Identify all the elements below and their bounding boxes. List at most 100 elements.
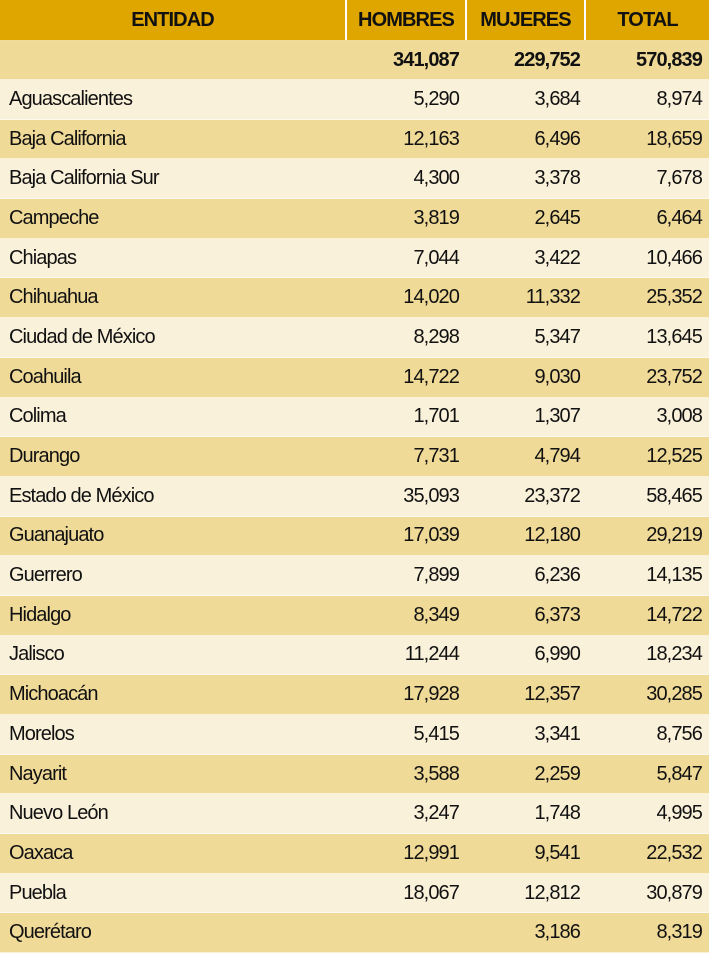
total-cell: 30,285	[646, 683, 703, 706]
total-cell: 5,847	[656, 762, 702, 785]
hombres-cell: 14,722	[403, 365, 460, 388]
header-entidad: ENTIDAD	[0, 0, 347, 40]
mujeres-cell: 3,186	[534, 921, 580, 944]
total-cell: 58,465	[646, 484, 703, 507]
mujeres-cell: 3,341	[534, 722, 580, 745]
mujeres-cell: 1,307	[534, 405, 580, 428]
mujeres-cell: 12,357	[524, 683, 581, 706]
entidad-cell: Ciudad de México	[9, 325, 156, 348]
table-row: Nayarit 3,588 2,259 5,847	[0, 754, 709, 795]
table-row: Nuevo León 3,247 1,748 4,995	[0, 794, 709, 835]
total-cell: 7,678	[656, 167, 702, 190]
hombres-cell: 8,298	[413, 325, 459, 348]
hombres-cell: 12,163	[403, 127, 460, 150]
mujeres-cell: 6,373	[534, 603, 580, 626]
hombres-cell: 35,093	[403, 484, 460, 507]
table-body: Aguascalientes 5,290 3,684 8,974 Baja Califo…	[0, 80, 709, 953]
entidad-cell: Morelos	[9, 722, 75, 745]
hombres-cell: 5,290	[413, 87, 459, 110]
total-cell: 18,234	[646, 643, 703, 666]
table-row: Baja California Sur 4,300 3,378 7,678	[0, 159, 709, 200]
table-row: Ciudad de México 8,298 5,347 13,645	[0, 318, 709, 358]
totals-hombres: 341,087	[393, 48, 460, 71]
mujeres-cell: 5,347	[534, 325, 580, 348]
mujeres-cell: 2,645	[534, 206, 580, 229]
total-cell: 29,219	[646, 524, 703, 547]
table-row: Durango 7,731 4,794 12,525	[0, 437, 709, 477]
entidad-cell: Estado de México	[9, 484, 154, 507]
totals-mujeres: 229,752	[514, 48, 581, 71]
table-row: Baja California 12,163 6,496 18,659	[0, 119, 709, 160]
entidad-cell: Nuevo León	[9, 802, 109, 825]
total-cell: 25,352	[646, 286, 703, 309]
header-total: TOTAL	[617, 8, 678, 31]
entidad-cell: Jalisco	[9, 643, 65, 666]
table-row: Guerrero 7,899 6,236 14,135	[0, 556, 709, 596]
totals-total: 570,839	[636, 48, 703, 71]
entidad-cell: Oaxaca	[9, 841, 73, 864]
mujeres-cell: 3,422	[534, 246, 580, 269]
hombres-cell: 17,039	[403, 524, 460, 547]
hombres-cell: 11,244	[404, 643, 460, 666]
totals-row: 341,087 229,752 570,839	[0, 41, 709, 80]
total-cell: 23,752	[646, 365, 703, 388]
table-row: Oaxaca 12,991 9,541 22,532	[0, 834, 709, 874]
table-row: Morelos 5,415 3,341 8,756	[0, 715, 709, 755]
data-table: ENTIDAD HOMBRES MUJERES TOTAL 341,087 22…	[0, 0, 709, 953]
mujeres-cell: 23,372	[524, 484, 581, 507]
mujeres-cell: 4,794	[534, 445, 580, 468]
entidad-cell: Colima	[9, 405, 67, 428]
entidad-cell: Aguascalientes	[9, 87, 133, 110]
total-cell: 3,008	[656, 405, 702, 428]
hombres-cell	[347, 913, 467, 952]
hombres-cell: 3,247	[413, 802, 459, 825]
hombres-cell: 18,067	[403, 881, 460, 904]
hombres-cell: 12,991	[403, 841, 460, 864]
totals-label	[0, 41, 347, 79]
mujeres-cell: 3,378	[534, 167, 580, 190]
mujeres-cell: 12,812	[524, 881, 581, 904]
total-cell: 6,464	[656, 206, 702, 229]
table-row: Puebla 18,067 12,812 30,879	[0, 873, 709, 914]
total-cell: 14,135	[646, 564, 703, 587]
hombres-cell: 14,020	[403, 286, 460, 309]
entidad-cell: Campeche	[9, 206, 99, 229]
table-row: Campeche 3,819 2,645 6,464	[0, 199, 709, 239]
total-cell: 8,974	[656, 87, 702, 110]
hombres-cell: 1,701	[413, 405, 459, 428]
hombres-cell: 3,588	[413, 762, 459, 785]
table-row: Chiapas 7,044 3,422 10,466	[0, 238, 709, 279]
entidad-cell: Guerrero	[9, 564, 83, 587]
total-cell: 8,756	[656, 722, 702, 745]
mujeres-cell: 1,748	[534, 802, 580, 825]
entidad-cell: Nayarit	[9, 762, 67, 785]
total-cell: 18,659	[646, 127, 703, 150]
entidad-cell: Hidalgo	[9, 603, 71, 626]
table-row: Jalisco 11,244 6,990 18,234	[0, 635, 709, 676]
total-cell: 10,466	[646, 246, 703, 269]
entidad-cell: Chiapas	[9, 246, 77, 269]
total-cell: 13,645	[646, 325, 703, 348]
hombres-cell: 7,899	[413, 564, 459, 587]
table-row: Aguascalientes 5,290 3,684 8,974	[0, 80, 709, 120]
total-cell: 14,722	[646, 603, 703, 626]
entidad-cell: Querétaro	[9, 921, 92, 944]
hombres-cell: 17,928	[403, 683, 460, 706]
header-mujeres: MUJERES	[467, 0, 586, 40]
table-row: Chihuahua 14,020 11,332 25,352	[0, 278, 709, 319]
hombres-cell: 5,415	[413, 722, 459, 745]
hombres-cell: 8,349	[413, 603, 459, 626]
total-cell: 4,995	[656, 802, 702, 825]
mujeres-cell: 9,030	[534, 365, 580, 388]
total-cell: 12,525	[646, 445, 703, 468]
entidad-cell: Durango	[9, 445, 80, 468]
table-row: Hidalgo 8,349 6,373 14,722	[0, 595, 709, 636]
table-row: Querétaro 3,186 8,319	[0, 913, 709, 953]
entidad-cell: Coahuila	[9, 365, 82, 388]
hombres-cell: 7,731	[413, 445, 459, 468]
total-cell: 30,879	[646, 881, 703, 904]
table-row: Coahuila 14,722 9,030 23,752	[0, 357, 709, 398]
hombres-cell: 3,819	[413, 206, 459, 229]
entidad-cell: Michoacán	[9, 683, 99, 706]
table-row: Michoacán 17,928 12,357 30,285	[0, 675, 709, 715]
